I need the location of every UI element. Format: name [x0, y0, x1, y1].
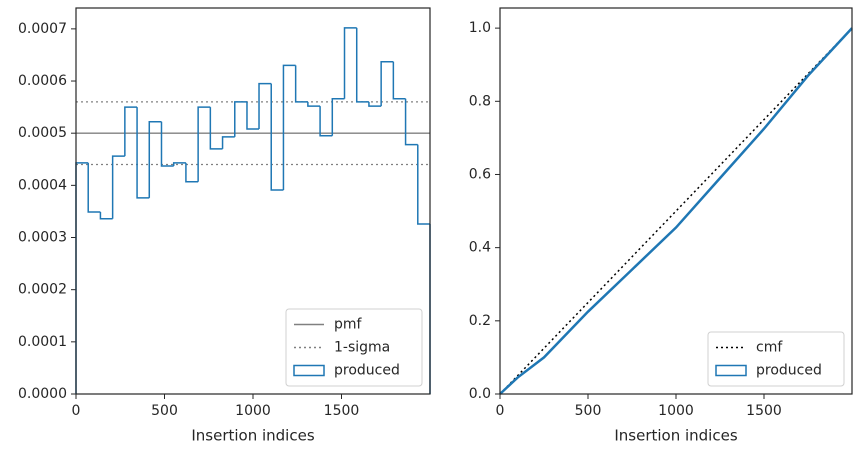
line	[499, 27, 853, 395]
legend-label: pmf	[334, 317, 363, 333]
x-tick-label: 1500	[324, 403, 360, 419]
y-tick-label: 0.4	[469, 240, 491, 256]
x-tick-label: 1000	[235, 403, 271, 419]
legend-label: produced	[756, 363, 822, 379]
histogram-step	[148, 120, 162, 198]
y-tick-label: 0.0007	[18, 21, 67, 37]
legend-swatch	[293, 364, 325, 377]
histogram-step	[172, 162, 186, 167]
histogram-step	[221, 136, 235, 149]
x-tick-label: 1500	[746, 403, 782, 419]
y-tick-label: 0.2	[469, 313, 491, 329]
histogram-step	[380, 60, 394, 107]
histogram-step	[368, 101, 382, 107]
histogram-step	[209, 107, 223, 150]
histogram-step	[404, 98, 418, 146]
x-axis-label: Insertion indices	[614, 427, 737, 445]
histogram-step	[197, 106, 211, 182]
y-tick-label: 0.0004	[18, 177, 67, 193]
histogram-step	[75, 162, 89, 394]
legend-label: cmf	[756, 340, 783, 356]
axes-frame	[499, 7, 853, 395]
x-tick-label: 1000	[658, 403, 694, 419]
histogram-step	[343, 27, 357, 99]
axes-frame	[75, 7, 431, 395]
y-tick-label: 0.0005	[18, 125, 67, 141]
legend-label: produced	[334, 363, 400, 379]
x-tick-label: 0	[72, 403, 81, 419]
histogram-step	[124, 106, 138, 157]
histogram-step	[270, 83, 284, 191]
histogram-step	[246, 101, 260, 130]
panel: 0 500 1000 1500 0.0000 0.0001 0.0002 0.0003 0.00…	[18, 7, 431, 445]
legend-swatch	[715, 364, 747, 377]
histogram-step	[294, 65, 308, 103]
x-tick-label: 0	[496, 403, 505, 419]
histogram-step	[392, 61, 406, 100]
panel: 0 500 1000 1500 0.0 0.2 0.4 0.6 0.8 1.0 Insertion …	[469, 7, 853, 445]
y-tick-label: 0.0001	[18, 334, 67, 350]
histogram-step	[417, 144, 430, 225]
legend-box	[707, 331, 845, 387]
y-tick-label: 0.6	[469, 166, 491, 182]
histogram-step	[87, 162, 101, 213]
legend-box	[285, 308, 423, 387]
y-tick-label: 1.0	[469, 20, 491, 36]
histogram-step	[258, 82, 272, 130]
y-tick-label: 0.0000	[18, 386, 67, 402]
histogram-step	[319, 106, 333, 137]
y-tick-label: 0.8	[469, 93, 491, 109]
x-tick-label: 500	[575, 403, 602, 419]
histogram-step	[234, 101, 247, 137]
histogram-step	[355, 27, 369, 103]
histogram-step	[331, 98, 345, 136]
histogram-step	[99, 211, 113, 220]
y-tick-label: 0.0002	[18, 282, 67, 298]
x-tick-label: 500	[151, 403, 178, 419]
histogram-step	[136, 107, 150, 199]
histogram-step	[307, 101, 321, 107]
histogram-step	[185, 162, 199, 183]
legend-label: 1-sigma	[334, 340, 390, 356]
histogram-step	[160, 121, 174, 167]
y-tick-label: 0.0	[469, 386, 491, 402]
y-tick-label: 0.0006	[18, 73, 67, 89]
x-axis-label: Insertion indices	[191, 427, 314, 445]
histogram-step	[111, 155, 125, 219]
y-tick-label: 0.0003	[18, 230, 67, 246]
histogram-step	[282, 64, 296, 191]
